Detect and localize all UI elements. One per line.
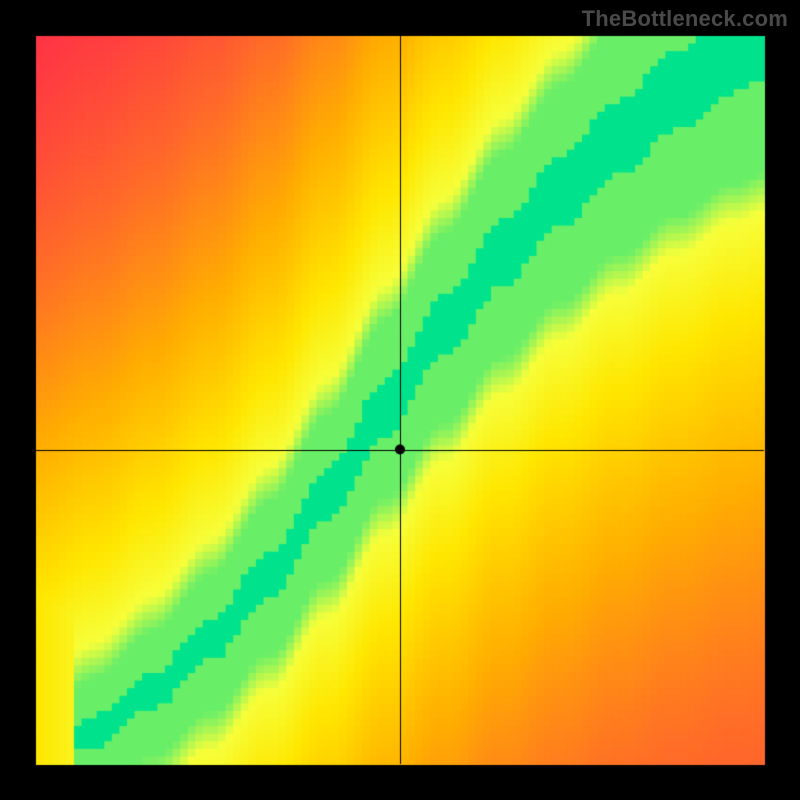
watermark-text: TheBottleneck.com (582, 6, 788, 32)
bottleneck-heatmap (0, 0, 800, 800)
